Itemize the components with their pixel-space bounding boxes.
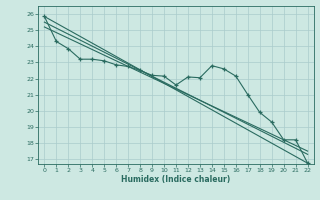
- X-axis label: Humidex (Indice chaleur): Humidex (Indice chaleur): [121, 175, 231, 184]
